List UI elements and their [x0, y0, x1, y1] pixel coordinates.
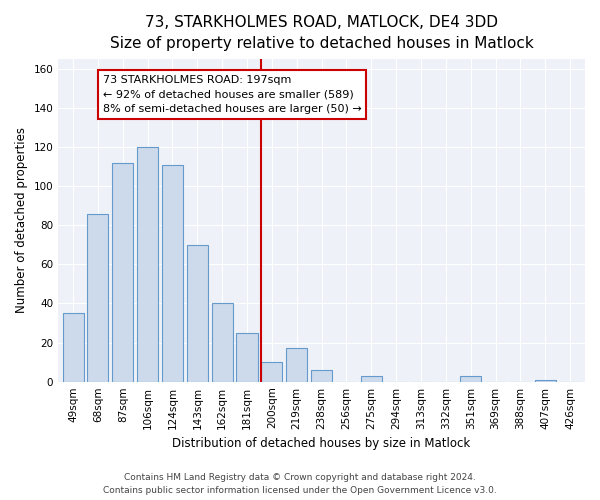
Y-axis label: Number of detached properties: Number of detached properties	[15, 128, 28, 314]
Bar	[236, 333, 257, 382]
Bar	[212, 304, 233, 382]
Bar	[262, 362, 283, 382]
Bar	[112, 162, 133, 382]
Bar	[311, 370, 332, 382]
Text: Contains HM Land Registry data © Crown copyright and database right 2024.
Contai: Contains HM Land Registry data © Crown c…	[103, 474, 497, 495]
Bar	[535, 380, 556, 382]
Bar	[286, 348, 307, 382]
Bar	[162, 164, 183, 382]
Title: 73, STARKHOLMES ROAD, MATLOCK, DE4 3DD
Size of property relative to detached hou: 73, STARKHOLMES ROAD, MATLOCK, DE4 3DD S…	[110, 15, 533, 51]
Bar	[460, 376, 481, 382]
Bar	[361, 376, 382, 382]
Bar	[137, 147, 158, 382]
Bar	[187, 245, 208, 382]
X-axis label: Distribution of detached houses by size in Matlock: Distribution of detached houses by size …	[172, 437, 471, 450]
Bar	[88, 214, 109, 382]
Text: 73 STARKHOLMES ROAD: 197sqm
← 92% of detached houses are smaller (589)
8% of sem: 73 STARKHOLMES ROAD: 197sqm ← 92% of det…	[103, 75, 362, 114]
Bar	[62, 314, 83, 382]
